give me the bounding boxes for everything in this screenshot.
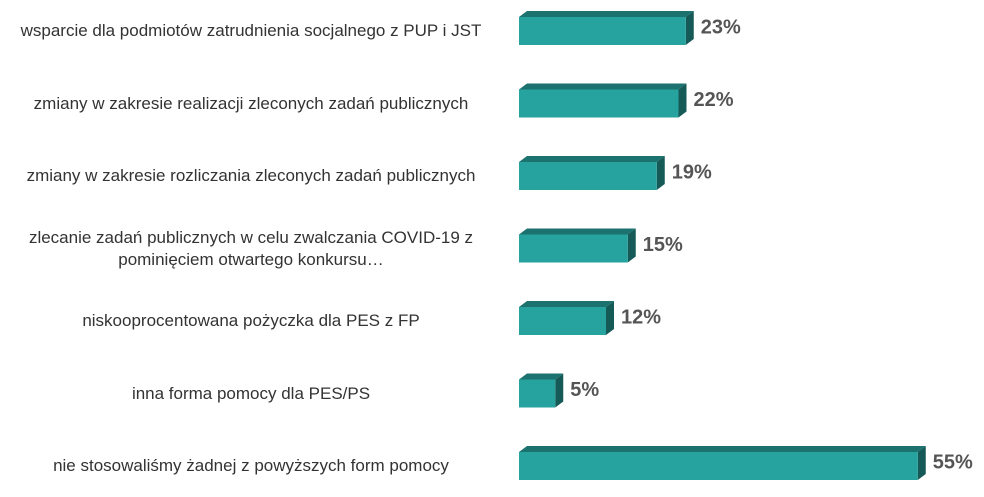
bar bbox=[519, 162, 657, 190]
bar-side bbox=[606, 301, 614, 335]
value-label: 12% bbox=[621, 306, 661, 328]
bar bbox=[519, 17, 686, 45]
category-label: zmiany w zakresie rozliczania zleconych … bbox=[26, 166, 476, 185]
category-label: niskooprocentowana pożyczka dla PES z FP bbox=[82, 311, 420, 330]
bar-top bbox=[519, 83, 687, 90]
bar-top bbox=[519, 156, 665, 162]
category-label: nie stosowaliśmy żadnej z powyższych for… bbox=[53, 456, 449, 475]
bar-side bbox=[627, 228, 636, 263]
category-label: wsparcie dla podmiotów zatrudnienia socj… bbox=[20, 21, 482, 40]
bar-top bbox=[519, 373, 564, 380]
bar-side bbox=[685, 11, 694, 45]
bar-side bbox=[917, 446, 926, 480]
category-label: inna forma pomocy dla PES/PS bbox=[131, 383, 371, 403]
value-label: 15% bbox=[643, 234, 683, 256]
bar-top bbox=[519, 11, 694, 17]
bar bbox=[519, 89, 679, 118]
bar-side bbox=[678, 83, 687, 118]
bar-top bbox=[519, 228, 636, 235]
bar-side bbox=[555, 373, 564, 408]
value-label: 55% bbox=[933, 451, 973, 473]
category-label: zmiany w zakresie realizacji zleconych z… bbox=[33, 93, 469, 113]
bar-top bbox=[519, 446, 926, 452]
bar-top bbox=[519, 301, 614, 307]
value-label: 23% bbox=[701, 16, 741, 38]
category-label: zlecanie zadań publicznych w celu zwalcz… bbox=[28, 227, 474, 269]
bar-side bbox=[656, 156, 665, 190]
bar bbox=[519, 379, 556, 408]
bar bbox=[519, 234, 628, 263]
bar bbox=[519, 307, 606, 335]
value-label: 22% bbox=[694, 89, 734, 111]
bar bbox=[519, 452, 918, 480]
value-label: 5% bbox=[570, 379, 599, 401]
value-label: 19% bbox=[672, 161, 712, 183]
